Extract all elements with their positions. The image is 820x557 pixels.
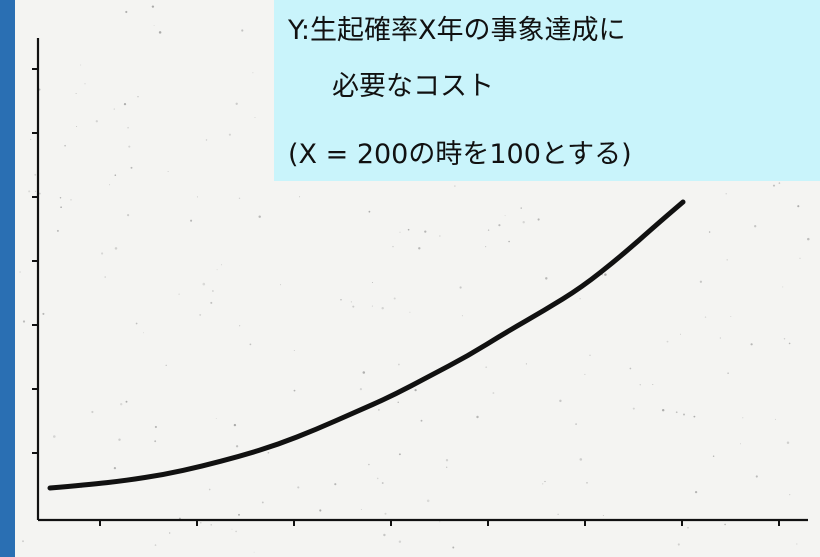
caption-line-3: (X = 200の時を100とする) [288,139,632,170]
y-axis-ticks [32,68,38,454]
y-axis-caption-box: Y:生起確率X年の事象達成に 必要なコスト (X = 200の時を100とする) [274,0,820,181]
scan-noise [19,5,810,553]
x-axis-ticks [99,520,780,526]
caption-line-2: 必要なコスト [332,71,494,102]
left-accent-bar [0,0,15,557]
cost-curve [47,199,686,491]
caption-line-1: Y:生起確率X年の事象達成に [288,15,626,46]
